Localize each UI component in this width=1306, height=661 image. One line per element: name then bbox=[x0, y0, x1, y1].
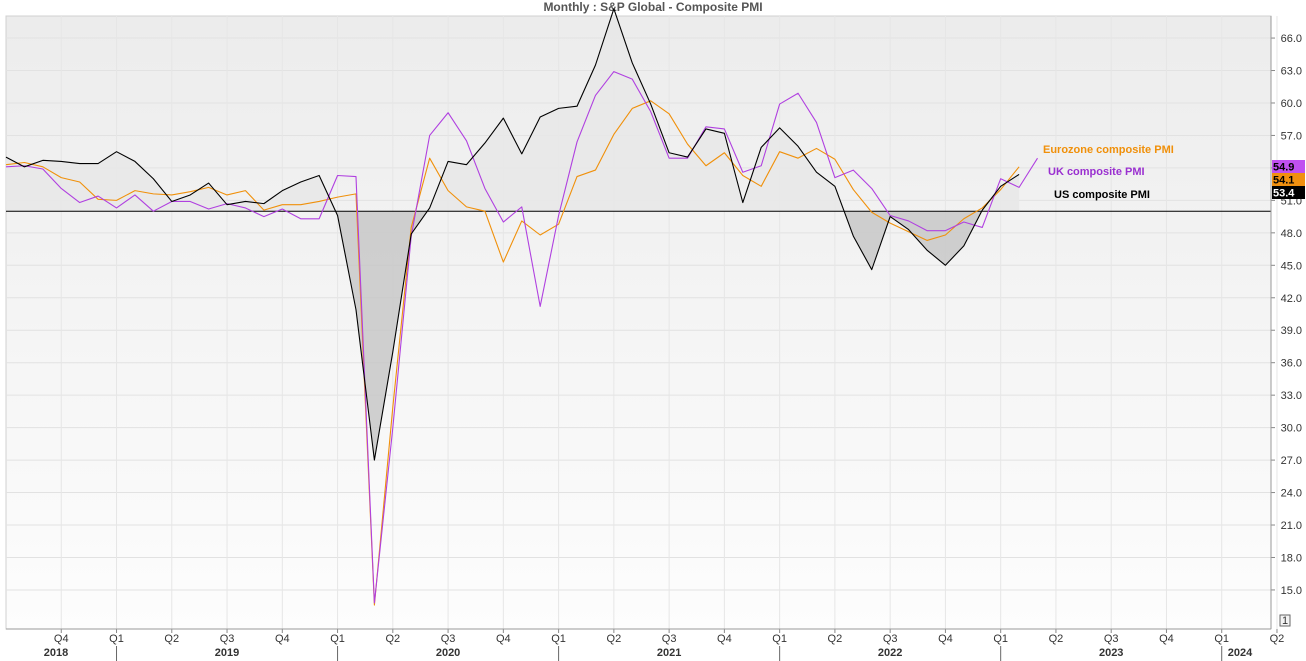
y-tick-label: 21.0 bbox=[1281, 520, 1302, 532]
x-quarter-label: Q4 bbox=[496, 633, 511, 645]
chart-title: Monthly : S&P Global - Composite PMI bbox=[543, 0, 763, 14]
x-year-label: 2024 bbox=[1228, 647, 1253, 659]
y-tick-label: 24.0 bbox=[1281, 488, 1302, 500]
series-name-label: US composite PMI bbox=[1054, 189, 1150, 201]
x-quarter-label: Q3 bbox=[662, 633, 677, 645]
y-tick-label: 18.0 bbox=[1281, 552, 1302, 564]
x-year-label: 2018 bbox=[44, 647, 68, 659]
series-labels: US composite PMI Eurozone composite PMI UK… bbox=[1043, 144, 1305, 201]
gridlines bbox=[6, 16, 1278, 629]
x-quarter-label: Q3 bbox=[441, 633, 456, 645]
last-value-badge bbox=[1272, 160, 1305, 173]
x-quarter-label: Q2 bbox=[164, 633, 179, 645]
y-tick-label: 63.0 bbox=[1281, 66, 1302, 78]
y-tick-label: 42.0 bbox=[1281, 293, 1302, 305]
series-line-us-composite-pmi bbox=[5, 8, 1020, 461]
series-name-label: Eurozone composite PMI bbox=[1043, 144, 1174, 156]
y-axis: 15.0 18.0 21.0 24.0 27.0 30.0 33.0 36.0 39.0 42.0… bbox=[1270, 16, 1302, 629]
x-quarter-label: Q1 bbox=[1214, 633, 1229, 645]
x-quarter-label: Q1 bbox=[330, 633, 345, 645]
y-tick-label: 39.0 bbox=[1281, 325, 1302, 337]
x-quarter-label: Q1 bbox=[772, 633, 787, 645]
x-year-label: 2021 bbox=[657, 647, 681, 659]
y-tick-label: 57.0 bbox=[1281, 130, 1302, 142]
corner-box bbox=[1279, 614, 1291, 627]
x-quarter-label: Q1 bbox=[551, 633, 566, 645]
x-quarter-label: Q4 bbox=[54, 633, 69, 645]
x-quarter-label: Q4 bbox=[717, 633, 732, 645]
x-year-label: 2020 bbox=[436, 647, 460, 659]
last-value-text: 53.4 bbox=[1273, 188, 1295, 200]
x-quarter-label: Q1 bbox=[993, 633, 1008, 645]
y-tick-label: 15.0 bbox=[1281, 585, 1302, 597]
last-value-text: 54.9 bbox=[1273, 162, 1294, 174]
us-fill-above-50 bbox=[6, 16, 1020, 212]
last-value-badge bbox=[1272, 173, 1305, 186]
x-year-label: 2023 bbox=[1099, 647, 1123, 659]
last-value-badge bbox=[1272, 186, 1305, 199]
y-tick-label: 30.0 bbox=[1281, 423, 1302, 435]
series-name-label: UK composite PMI bbox=[1048, 166, 1145, 178]
x-quarter-label: Q2 bbox=[1049, 633, 1064, 645]
x-quarter-label: Q3 bbox=[220, 633, 235, 645]
last-value-text: 54.1 bbox=[1273, 175, 1294, 187]
y-tick-label: 45.0 bbox=[1281, 260, 1302, 272]
x-quarter-label: Q2 bbox=[828, 633, 843, 645]
x-quarter-label: Q3 bbox=[1104, 633, 1119, 645]
y-tick-label: 66.0 bbox=[1281, 33, 1302, 45]
y-tick-label: 33.0 bbox=[1281, 390, 1302, 402]
x-quarter-label: Q2 bbox=[607, 633, 622, 645]
y-tick-label: 60.0 bbox=[1281, 98, 1302, 110]
y-tick-label: 36.0 bbox=[1281, 358, 1302, 370]
x-quarter-label: Q4 bbox=[275, 633, 290, 645]
x-quarter-label: Q1 bbox=[109, 633, 124, 645]
x-axis: Q4 Q1 Q2 Q3 Q4 Q1 Q2 Q3 Q4 Q1 Q2 Q3 Q4 Q1 Q2 Q3 Q4 Q1 Q2 Q3… bbox=[6, 614, 1291, 661]
y-tick-label: 48.0 bbox=[1281, 228, 1302, 240]
x-year-label: 2019 bbox=[215, 647, 239, 659]
x-year-label: 2022 bbox=[878, 647, 902, 659]
series-line-uk-composite-pmi bbox=[5, 71, 1038, 604]
series-lines bbox=[5, 8, 1271, 606]
x-quarter-label: Q2 bbox=[1270, 633, 1285, 645]
corner-label: 1 bbox=[1282, 615, 1288, 627]
x-quarter-label: Q2 bbox=[385, 633, 400, 645]
x-quarter-label: Q3 bbox=[883, 633, 898, 645]
x-quarter-label: Q4 bbox=[1159, 633, 1174, 645]
x-quarter-label: Q4 bbox=[938, 633, 953, 645]
y-tick-label: 27.0 bbox=[1281, 455, 1302, 467]
series-line-eurozone-composite-pmi bbox=[5, 100, 1020, 606]
